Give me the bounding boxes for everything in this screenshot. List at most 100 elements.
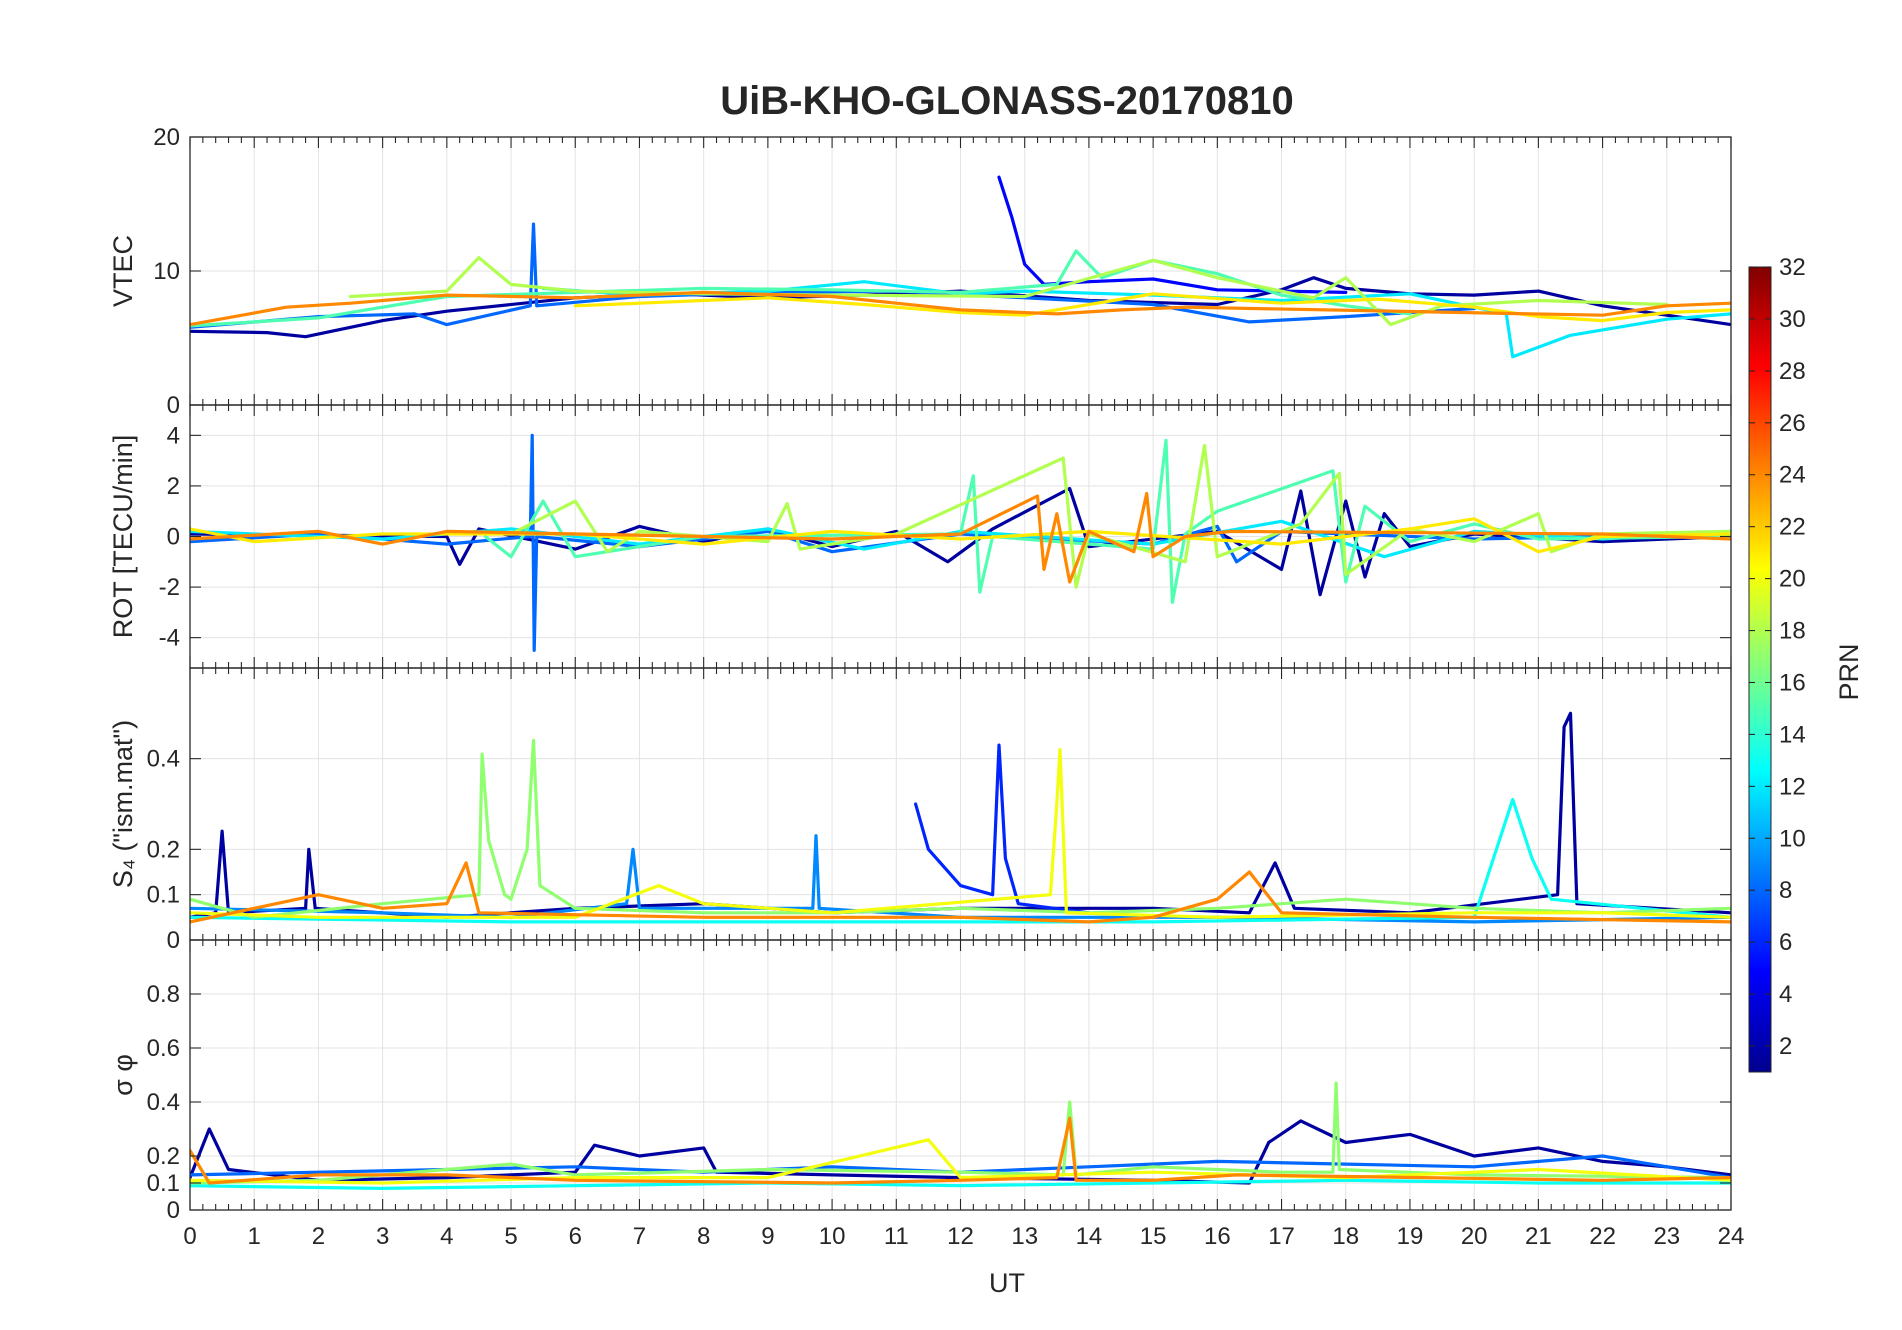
x-tick-label: 5: [504, 1223, 517, 1250]
panel-sigma: 00.10.2 0.4 0.6 0.8 σ φ: [108, 939, 1732, 1224]
y-tick-label: 0.1: [147, 882, 180, 909]
colorbar-tick-label: 2: [1779, 1033, 1792, 1060]
y-tick-label: 0: [167, 1197, 180, 1224]
x-tick-label: 15: [1140, 1223, 1167, 1250]
panel-s4: 0 0.1 0.2 0.4 S₄ ("ism.mat"): [108, 667, 1732, 954]
colorbar-tick-label: 10: [1779, 825, 1806, 852]
colorbar-tick-label: 4: [1779, 981, 1792, 1008]
x-tick-label: 21: [1525, 1223, 1552, 1250]
series-prn-20: [190, 1138, 1731, 1185]
series-prn-18: [348, 256, 1669, 327]
x-tick-label: 11: [884, 1223, 909, 1250]
colorbar-tick-label: 26: [1779, 410, 1806, 437]
x-tick-label: 0: [183, 1223, 196, 1250]
x-tick-label: 4: [440, 1223, 453, 1250]
panel-xticks-s4: [189, 668, 1732, 940]
x-tick-label: 17: [1268, 1223, 1295, 1250]
colorbar-tick-label: 22: [1779, 514, 1806, 541]
x-tick-label: 20: [1461, 1223, 1488, 1250]
y-axis-label-s4: S₄ ("ism.mat"): [108, 720, 138, 888]
series-prn-24: [190, 491, 1731, 584]
x-tick-label: 22: [1589, 1223, 1616, 1250]
panel-xticks-rot: [189, 405, 1732, 668]
y-tick-label: -2: [159, 574, 180, 601]
y-tick-label: 10: [153, 258, 180, 285]
x-tick-label: 14: [1076, 1223, 1103, 1250]
series-prn-24: [190, 1116, 1731, 1185]
y-tick-label: 2: [167, 473, 180, 500]
colorbar-tick-label: 8: [1779, 877, 1792, 904]
y-tick-label: 0.1: [147, 1170, 180, 1197]
panel-series-vtec: [190, 175, 1731, 359]
y-tick-label: 0.2: [147, 1143, 180, 1170]
y-tick-label: 0.4: [147, 1089, 180, 1116]
panel-series-s4: [190, 711, 1731, 924]
x-tick-label: 3: [376, 1223, 389, 1250]
series-prn-8: [190, 433, 1731, 652]
x-tick-label: 1: [248, 1223, 261, 1250]
x-axis-label: UT: [989, 1268, 1025, 1298]
y-tick-label: 20: [153, 124, 180, 151]
panel-yticks-s4: 0 0.1 0.2 0.4: [147, 746, 1731, 954]
x-tick-label: 6: [569, 1223, 582, 1250]
y-tick-label: 0.6: [147, 1035, 180, 1062]
x-tick-label: 19: [1397, 1223, 1424, 1250]
colorbar-label: PRN: [1834, 643, 1864, 700]
x-tick-label: 23: [1653, 1223, 1680, 1250]
y-axis-label-sigma: σ φ: [108, 1054, 138, 1096]
series-prn-21: [573, 292, 1731, 323]
panel-grid-vtec: [190, 137, 1731, 405]
panel-xticks-sigma: [189, 940, 1732, 1210]
colorbar-tick-label: 28: [1779, 358, 1806, 385]
x-tick-label: 13: [1011, 1223, 1038, 1250]
y-tick-label: 0: [167, 927, 180, 954]
chart-title: UiB-KHO-GLONASS-20170810: [720, 79, 1294, 123]
colorbar-tick-label: 20: [1779, 566, 1806, 593]
series-prn-13: [190, 1178, 1731, 1191]
y-axis-label-rot: ROT [TECU/min]: [108, 435, 138, 639]
colorbar-tick-label: 12: [1779, 773, 1806, 800]
panel-grid-s4: [190, 668, 1731, 940]
panel-yticks-rot: -4 -2 0 2 4: [159, 422, 1731, 652]
y-tick-label: 0: [167, 392, 180, 419]
series-prn-21: [190, 517, 1731, 554]
x-tick-label: 2: [312, 1223, 325, 1250]
panel-series-rot: [190, 433, 1731, 652]
y-tick-label: 4: [167, 422, 180, 449]
colorbar-tick-label: 30: [1779, 306, 1806, 333]
panel-vtec: 0 10 20 VTEC: [108, 124, 1732, 419]
panel-xticks-vtec: [189, 137, 1732, 405]
panel-series-sigma: [190, 1081, 1731, 1191]
x-tick-label: 10: [819, 1223, 846, 1250]
y-tick-label: -4: [159, 625, 180, 652]
colorbar-tick-label: 16: [1779, 669, 1806, 696]
y-tick-label: 0.8: [147, 981, 180, 1008]
panel-yticks-sigma: 00.10.2 0.4 0.6 0.8: [147, 981, 1731, 1224]
panel-yticks-vtec: 0 10 20: [153, 124, 1731, 419]
x-tick-label: 12: [947, 1223, 974, 1250]
x-tick-label: 9: [761, 1223, 774, 1250]
x-tick-label: 16: [1204, 1223, 1231, 1250]
series-prn-17: [190, 738, 1731, 919]
colorbar-tick-label: 18: [1779, 618, 1806, 645]
colorbar-tick-label: 6: [1779, 929, 1792, 956]
colorbar-scale: [1748, 266, 1772, 1073]
panel-rot: -4 -2 0 2 4 ROT [TECU/min]: [108, 404, 1732, 669]
y-tick-label: 0: [167, 524, 180, 551]
series-prn-24: [190, 861, 1731, 924]
x-tick-label: 8: [697, 1223, 710, 1250]
colorbar-tick-label: 32: [1779, 254, 1806, 281]
series-prn-5: [997, 175, 1348, 294]
colorbar-tick-label: 14: [1779, 721, 1806, 748]
x-tick-label: 7: [633, 1223, 646, 1250]
series-prn-2: [190, 486, 1731, 597]
y-axis-label-vtec: VTEC: [108, 235, 138, 307]
series-prn-24: [190, 290, 1731, 327]
x-tick-label: 24: [1718, 1223, 1745, 1250]
x-tick-labels: 0 1 2 3 4 5 6 7 8 9 10 11 12 13 14 15 16 17 18 19 20 21 22 23 24: [183, 1223, 1744, 1250]
